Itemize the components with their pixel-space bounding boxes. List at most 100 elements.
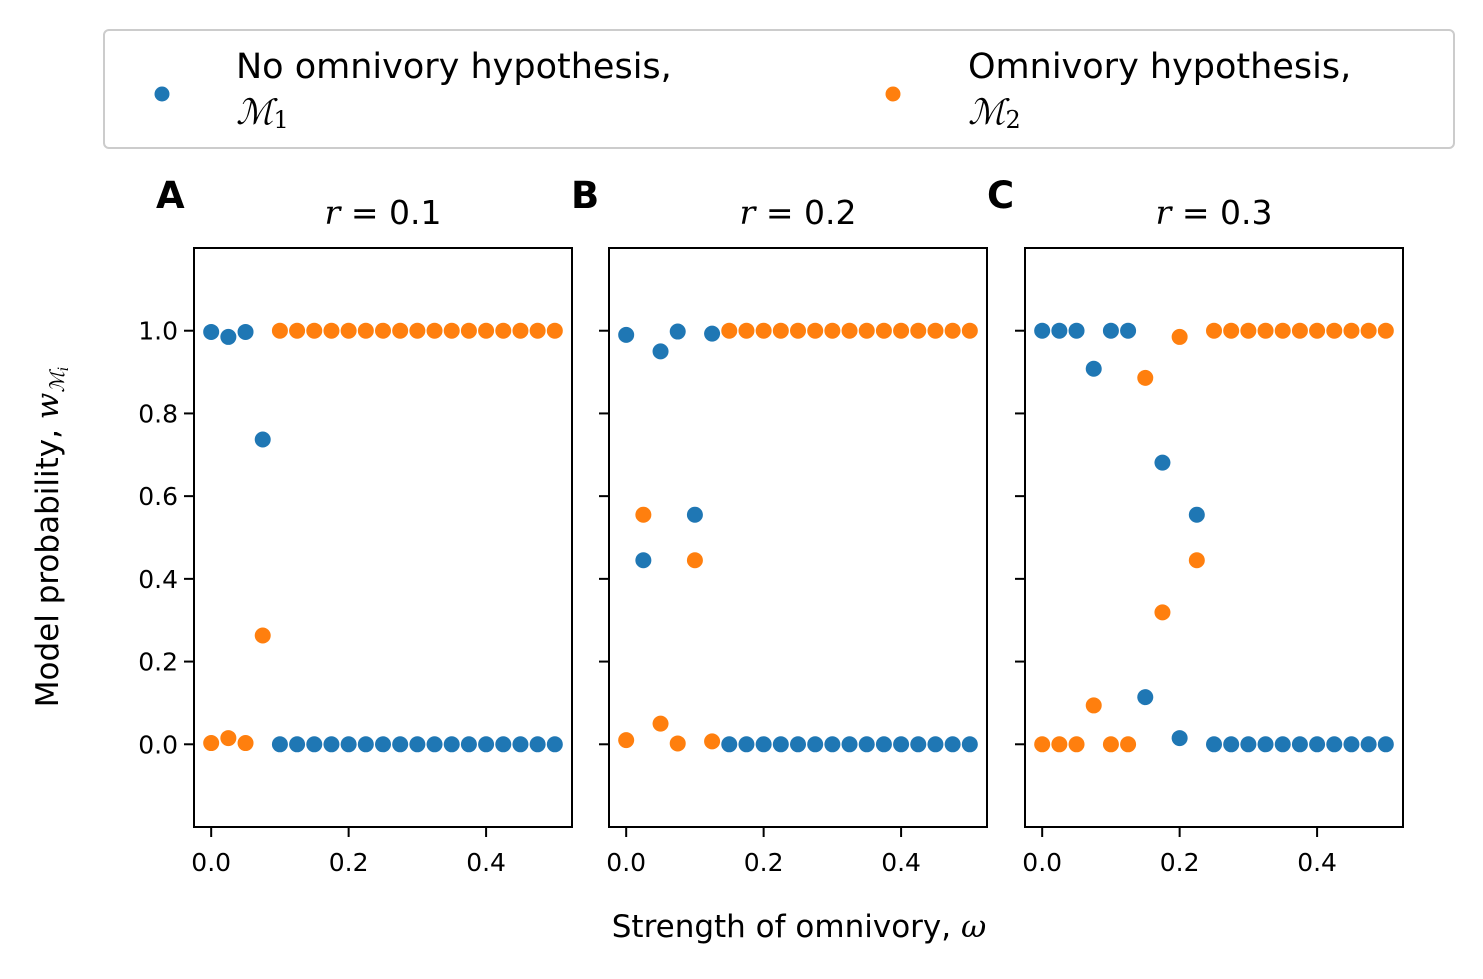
panel-c-m1-point-4 [1102, 322, 1119, 339]
panel-c-m1-point-6 [1137, 689, 1154, 706]
panel-a-title: r = 0.1 [325, 193, 442, 232]
panel-a-m1-point-4 [271, 736, 288, 753]
panel-b-m1-point-20 [961, 736, 978, 753]
legend-entry-m2: Omnivory hypothesis, ℳ2 [885, 47, 1351, 134]
panel-b-series-m2 [618, 322, 978, 752]
panel-b-m1-point-8 [755, 736, 772, 753]
panel-c-series-m2 [1034, 322, 1394, 753]
panel-b-m1-point-13 [841, 736, 858, 753]
y-axis-label-subsubscript: i [56, 367, 72, 371]
panel-c-m1-point-16 [1309, 736, 1326, 753]
panel-b-m2-point-3 [669, 735, 686, 752]
panel-a-m2-point-6 [306, 322, 323, 339]
panel-c-m1-point-8 [1171, 730, 1188, 747]
panel-c-m1-point-19 [1360, 736, 1377, 753]
panel-b-m1-point-11 [807, 736, 824, 753]
panel-c-m2-point-9 [1188, 552, 1205, 569]
panel-c-m2-point-6 [1137, 369, 1154, 386]
panel-b-m2-point-13 [841, 322, 858, 339]
panel-a-m2-point-16 [478, 322, 495, 339]
panel-b-m2-point-1 [635, 506, 652, 523]
panel-b-x-tick-label-0: 0.0 [606, 848, 646, 877]
panel-a-frame [193, 247, 573, 828]
panel-a-y-tick-label-2: 0.4 [138, 565, 178, 594]
panel-a-title-symbol: r [325, 193, 343, 232]
panel-a-m1-point-19 [529, 736, 546, 753]
panel-a-m1-point-12 [409, 736, 426, 753]
panel-b-m2-point-11 [807, 322, 824, 339]
y-axis-label: Model probability, wℳi [30, 367, 72, 707]
panel-a-m2-point-1 [220, 730, 237, 747]
panel-c-m1-point-3 [1085, 360, 1102, 377]
panel-b-m2-point-18 [927, 322, 944, 339]
panel-b-m1-point-3 [669, 323, 686, 340]
panel-a-y-tick-label-4: 0.8 [138, 399, 178, 428]
panel-a-m2-point-3 [254, 627, 271, 644]
panel-b-m2-point-10 [790, 322, 806, 339]
panel-a-m2-point-7 [323, 322, 340, 339]
panel-b-m2-point-17 [910, 322, 927, 339]
panel-a-m2-point-19 [529, 322, 546, 339]
legend-label-m2-subscript: 2 [1005, 106, 1020, 134]
panel-c-series-m1 [1034, 322, 1394, 753]
panel-a-y-tick-label-5: 1.0 [138, 317, 178, 346]
panel-c-m1-point-7 [1154, 454, 1171, 471]
panel-b-title: r = 0.2 [740, 193, 857, 232]
panel-b-m2-point-5 [704, 733, 721, 750]
y-axis-label-subscript: ℳ [45, 369, 69, 393]
panel-c-m1-point-11 [1223, 736, 1240, 753]
panel-a-x-tick-label-2: 0.4 [466, 848, 506, 877]
panel-a-title-value: = 0.1 [340, 193, 441, 232]
panel-a-m1-point-5 [289, 736, 306, 753]
panel-c-m2-point-11 [1223, 322, 1240, 339]
panel-b-m1-point-10 [790, 736, 806, 753]
panel-a-m1-point-15 [460, 736, 477, 753]
panel-a-m1-point-1 [220, 328, 237, 345]
panel-c-m1-point-0 [1034, 322, 1051, 339]
panel-c-m2-point-13 [1257, 322, 1274, 339]
panel-c-m2-point-3 [1085, 697, 1102, 714]
panel-c-m2-point-1 [1051, 736, 1068, 753]
panel-b-m2-point-16 [893, 322, 910, 339]
panel-a-y-tick-label-1: 0.2 [138, 648, 178, 677]
panel-b-title-symbol: r [740, 193, 758, 232]
panel-c-m2-point-20 [1377, 322, 1394, 339]
panel-b-m1-point-1 [635, 552, 652, 569]
panel-a-m1-point-3 [254, 431, 271, 448]
panel-a-m2-point-12 [409, 322, 426, 339]
panel-a-m1-point-18 [512, 736, 529, 753]
panel-b-title-value: = 0.2 [755, 193, 856, 232]
panel-b-m1-point-6 [721, 736, 738, 753]
panel-c-title: r = 0.3 [1156, 193, 1273, 232]
panel-c-frame [1024, 247, 1404, 828]
x-axis-label-symbol: ω [961, 909, 986, 945]
panel-c-m2-point-8 [1171, 328, 1188, 345]
y-axis-label-symbol: w [30, 393, 66, 420]
panel-a-m2-point-13 [426, 322, 443, 339]
panel-c-x-tick-label-0: 0.0 [1022, 848, 1062, 877]
panel-c-m2-point-2 [1068, 736, 1085, 753]
panel-b-m1-point-14 [858, 736, 875, 753]
panel-a-m1-point-17 [495, 736, 512, 753]
panel-b-m1-point-19 [944, 736, 961, 753]
x-axis-label-text: Strength of omnivory, [612, 909, 961, 945]
panel-b-m1-point-9 [772, 736, 789, 753]
panel-b-m1-point-0 [618, 326, 635, 343]
panel-c-x-tick-label-1: 0.2 [1160, 848, 1200, 877]
panel-c-m2-point-7 [1154, 604, 1171, 621]
panel-b-letter: B [571, 174, 599, 217]
panel-a-m1-point-20 [546, 736, 563, 753]
x-axis-label: Strength of omnivory, ω [612, 909, 987, 945]
panel-b-m1-point-15 [875, 736, 892, 753]
panel-a-letter: A [156, 174, 185, 217]
panel-c-letter: C [987, 174, 1014, 217]
legend-label-m2-line1: Omnivory hypothesis, [968, 47, 1351, 87]
panel-b-m2-point-20 [961, 322, 978, 339]
panel-a-m1-point-6 [306, 736, 323, 753]
panel-b-m1-point-7 [738, 736, 755, 753]
panel-c-m1-point-20 [1377, 736, 1394, 753]
panel-a-x-tick-label-1: 0.2 [329, 848, 369, 877]
panel-a-y-tick-label-0: 0.0 [138, 730, 178, 759]
panel-c-m2-point-18 [1343, 322, 1360, 339]
